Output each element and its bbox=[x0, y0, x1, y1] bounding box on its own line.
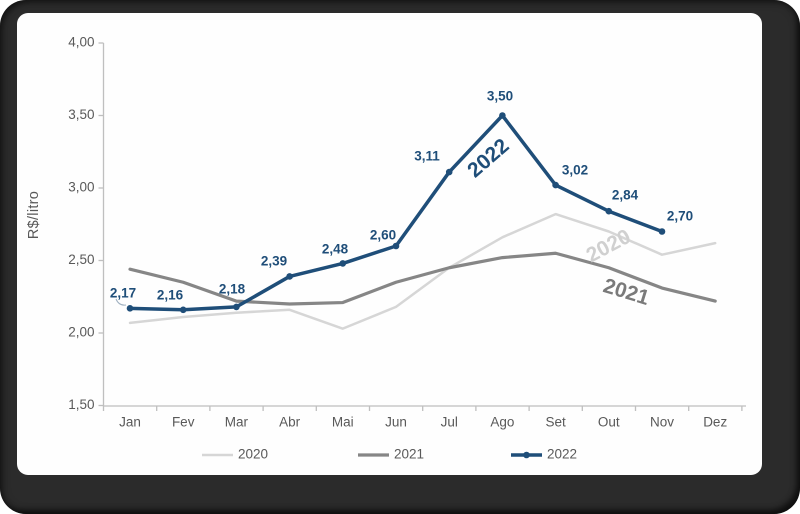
data-label-2022-Nov: 2,70 bbox=[667, 209, 693, 224]
data-label-2022-Mai: 2,48 bbox=[322, 242, 349, 257]
y-tick-label: 2,00 bbox=[68, 325, 94, 340]
data-point-2022-Nov bbox=[658, 228, 666, 235]
data-label-2022-Mar: 2,18 bbox=[219, 282, 246, 297]
data-point-2022-Jun bbox=[392, 242, 400, 250]
series-inline-label-2021: 2021 bbox=[601, 274, 653, 310]
data-label-2022-Jun: 2,60 bbox=[370, 228, 396, 243]
legend-marker-2022 bbox=[523, 451, 530, 459]
y-axis-line bbox=[102, 43, 746, 407]
y-tick-label: 4,00 bbox=[68, 35, 94, 50]
x-tick-label: Abr bbox=[279, 415, 301, 430]
x-tick-label: Jul bbox=[441, 415, 458, 430]
x-tick-label: Mai bbox=[332, 415, 354, 430]
data-label-2022-Out: 2,84 bbox=[612, 188, 639, 203]
series-line-2020 bbox=[128, 212, 717, 330]
y-tick-label: 1,50 bbox=[68, 397, 94, 412]
legend-label-2020: 2020 bbox=[238, 447, 268, 462]
data-label-2022-Jan: 2,17 bbox=[110, 286, 136, 301]
data-point-2022-Jul bbox=[445, 168, 453, 176]
data-label-2022-Set: 3,02 bbox=[562, 163, 588, 178]
data-point-2022-Mai bbox=[339, 260, 347, 267]
series-inline-label-2022: 2022 bbox=[463, 134, 513, 182]
data-label-2022-Jul: 3,11 bbox=[414, 149, 440, 164]
y-tick-label: 3,00 bbox=[68, 180, 94, 195]
legend-label-2021: 2021 bbox=[394, 447, 424, 462]
legend-label-2022: 2022 bbox=[547, 447, 577, 462]
x-tick-label: Nov bbox=[650, 415, 674, 430]
x-tick-label: Jan bbox=[119, 415, 141, 430]
x-tick-label: Mar bbox=[225, 415, 249, 430]
series-line-2021 bbox=[128, 251, 717, 306]
data-label-2022-Fev: 2,16 bbox=[157, 288, 184, 303]
data-point-2022-Ago bbox=[499, 112, 506, 119]
data-point-2022-Jan bbox=[126, 305, 134, 312]
x-tick-label: Jun bbox=[385, 415, 407, 430]
y-tick-label: 2,50 bbox=[68, 252, 94, 267]
y-tick-label: 3,50 bbox=[68, 107, 94, 122]
label-leader-line bbox=[115, 298, 127, 306]
data-label-2022-Ago: 3,50 bbox=[487, 89, 513, 104]
x-tick-label: Dez bbox=[703, 415, 727, 430]
data-point-2022-Out bbox=[605, 207, 613, 215]
x-tick-label: Set bbox=[545, 415, 566, 430]
data-point-2022-Mar bbox=[233, 303, 240, 311]
x-tick-label: Ago bbox=[490, 415, 514, 430]
x-tick-label: Out bbox=[598, 415, 620, 430]
data-label-2022-Abr: 2,39 bbox=[261, 254, 287, 269]
data-point-2022-Fev bbox=[179, 306, 187, 314]
data-point-2022-Abr bbox=[286, 273, 293, 280]
data-point-2022-Set bbox=[552, 181, 559, 189]
x-tick-label: Fev bbox=[172, 415, 195, 430]
